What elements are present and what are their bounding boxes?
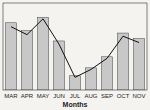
x-tick-label: MAY [37, 93, 50, 99]
x-axis-label: Months [63, 101, 88, 108]
x-tick-label: SEP [101, 93, 113, 99]
chart: MARAPRMAYJUN JULAUG SEP OCTNOV Months [0, 0, 150, 110]
x-tick-label: JUN [53, 93, 65, 99]
bar [5, 23, 16, 90]
x-tick-label: NOV [132, 93, 145, 99]
bar [53, 41, 64, 90]
bar [69, 76, 80, 90]
bar [101, 57, 112, 90]
x-tick-label: APR [21, 93, 34, 99]
x-tick-label: AUG [84, 93, 97, 99]
plot-area [5, 17, 144, 90]
chart-container: MARAPRMAYJUN JULAUG SEP OCTNOV Months [0, 0, 150, 110]
x-tick-label: MAR [4, 93, 18, 99]
bar [21, 31, 32, 90]
x-tick-label: OCT [117, 93, 130, 99]
line [11, 19, 139, 78]
plot-frame [3, 3, 147, 90]
bar [37, 17, 48, 90]
bar [133, 39, 144, 90]
x-tick-label: JUL [70, 93, 81, 99]
